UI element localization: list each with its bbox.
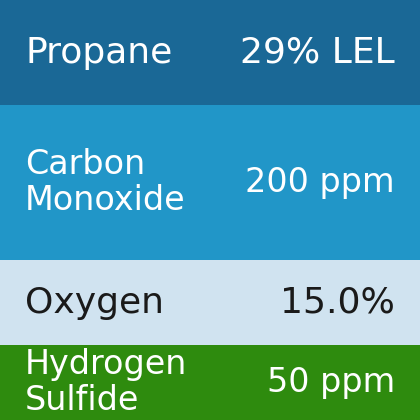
Text: 50 ppm: 50 ppm <box>267 366 395 399</box>
Text: Hydrogen
Sulfide: Hydrogen Sulfide <box>25 348 188 417</box>
Bar <box>0 345 420 420</box>
Bar <box>0 105 420 260</box>
Text: 29% LEL: 29% LEL <box>240 36 395 69</box>
Text: Propane: Propane <box>25 36 173 69</box>
Text: Oxygen: Oxygen <box>25 286 164 320</box>
Bar <box>0 260 420 345</box>
Text: Carbon
Monoxide: Carbon Monoxide <box>25 147 186 218</box>
Text: 15.0%: 15.0% <box>280 286 395 320</box>
Bar <box>0 0 420 105</box>
Text: 200 ppm: 200 ppm <box>245 166 395 199</box>
